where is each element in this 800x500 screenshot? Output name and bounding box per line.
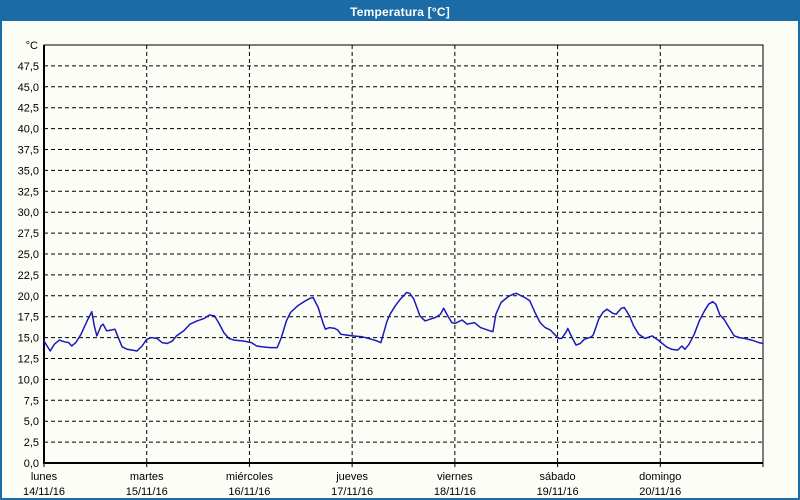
y-axis-tick-label: 47,5 [18,61,39,73]
x-axis-day-label: domingo [639,471,681,483]
series-layer [43,291,764,352]
y-axis-tick-label: 27,5 [18,228,39,240]
y-axis-tick-label: 37,5 [18,145,39,157]
temperature-line [43,291,764,352]
grid-layer [44,45,763,463]
y-axis-tick-label: 40,0 [18,124,39,136]
y-axis-tick-label: 32,5 [18,186,39,198]
x-axis-day-label: viernes [437,471,473,483]
y-axis-tick-label: 0,0 [24,458,39,470]
y-axis-tick-label: 45,0 [18,82,39,94]
window-titlebar[interactable]: Temperatura [°C] [2,2,798,21]
x-axis-date-label: 16/11/16 [228,486,270,498]
plot-border [43,44,764,467]
y-axis-tick-label: 7,5 [24,395,39,407]
x-axis-date-label: 19/11/16 [537,486,579,498]
y-axis-tick-label: 15,0 [18,333,39,345]
window-title: Temperatura [°C] [350,4,450,19]
x-axis-day-label: sábado [540,471,576,483]
axis-labels: 0,0 2,5 5,0 7,5 10,0 12,5 15,0 17,5 20,0 22,5 25,0… [18,61,682,498]
y-axis-tick-label: 35,0 [18,165,39,177]
y-axis-tick-label: 25,0 [18,249,39,261]
x-axis-date-label: 15/11/16 [126,486,168,498]
y-axis-tick-label: 30,0 [18,207,39,219]
x-axis-date-label: 20/11/16 [639,486,681,498]
x-axis-day-label: lunes [31,471,58,483]
y-axis-unit-label: °C [26,40,38,52]
y-axis-tick-label: 12,5 [18,354,39,366]
y-axis-tick-label: 17,5 [18,312,39,324]
x-axis-day-label: martes [130,471,164,483]
x-axis-date-label: 17/11/16 [331,486,373,498]
y-axis-tick-label: 22,5 [18,270,39,282]
y-axis-tick-label: 10,0 [18,374,39,386]
y-axis-tick-label: 20,0 [18,291,39,303]
x-axis-date-label: 18/11/16 [434,486,476,498]
y-axis-tick-label: 5,0 [24,416,39,428]
y-axis-tick-label: 42,5 [18,103,39,115]
x-axis-day-label: jueves [335,471,368,483]
x-axis-date-label: 14/11/16 [23,486,65,498]
y-axis-tick-label: 2,5 [24,437,39,449]
x-axis-day-label: miércoles [226,471,274,483]
